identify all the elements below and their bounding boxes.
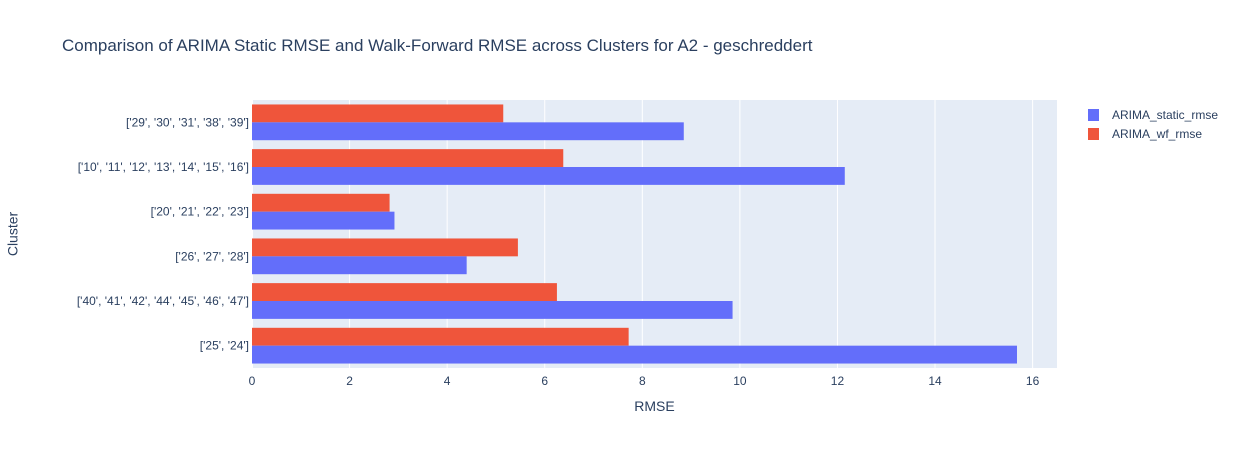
bars bbox=[252, 104, 1017, 364]
bar-static bbox=[252, 167, 845, 185]
bar-wf bbox=[252, 283, 557, 301]
x-tick-labels: 0 2 4 6 8 10 12 14 16 bbox=[249, 374, 1040, 388]
legend-swatch bbox=[1088, 109, 1099, 121]
x-tick-label: 4 bbox=[444, 374, 451, 388]
bar-static bbox=[252, 211, 395, 230]
x-tick-label: 0 bbox=[249, 374, 256, 388]
bar-static bbox=[252, 301, 733, 319]
y-tick-label: ['40', '41', '42', '44', '45', '46', '47… bbox=[77, 294, 249, 308]
y-tick-label: ['26', '27', '28'] bbox=[175, 249, 249, 263]
x-tick-label: 16 bbox=[1026, 374, 1040, 388]
y-tick-labels: ['29', '30', '31', '38', '39'] ['10', '11… bbox=[77, 115, 249, 352]
legend-swatch bbox=[1088, 128, 1099, 140]
x-axis-title: RMSE bbox=[634, 398, 674, 414]
chart-title: Comparison of ARIMA Static RMSE and Walk… bbox=[62, 36, 813, 55]
y-axis-title: Cluster bbox=[5, 211, 21, 256]
bar-wf bbox=[252, 149, 564, 167]
bar-wf bbox=[252, 193, 390, 212]
x-tick-label: 8 bbox=[639, 374, 646, 388]
y-tick-label: ['20', '21', '22', '23'] bbox=[151, 205, 249, 219]
legend: ARIMA_static_rmse ARIMA_wf_rmse bbox=[1088, 108, 1218, 141]
bar-wf bbox=[252, 327, 629, 346]
x-tick-label: 14 bbox=[928, 374, 942, 388]
y-tick-label: ['29', '30', '31', '38', '39'] bbox=[126, 115, 249, 129]
legend-label: ARIMA_static_rmse bbox=[1112, 108, 1218, 122]
bar-static bbox=[252, 256, 467, 275]
bar-static bbox=[252, 122, 684, 141]
bar-wf bbox=[252, 104, 504, 123]
x-tick-label: 2 bbox=[346, 374, 353, 388]
x-tick-label: 10 bbox=[733, 374, 747, 388]
bar-static bbox=[252, 345, 1017, 364]
legend-label: ARIMA_wf_rmse bbox=[1112, 127, 1202, 141]
x-tick-label: 12 bbox=[831, 374, 845, 388]
x-tick-label: 6 bbox=[541, 374, 548, 388]
y-tick-label: ['10', '11', '12', '13', '14', '15', '16… bbox=[78, 160, 249, 174]
bar-wf bbox=[252, 238, 518, 257]
plot-background bbox=[252, 100, 1057, 368]
gridlines bbox=[251, 100, 1034, 368]
y-tick-label: ['25', '24'] bbox=[200, 339, 249, 353]
